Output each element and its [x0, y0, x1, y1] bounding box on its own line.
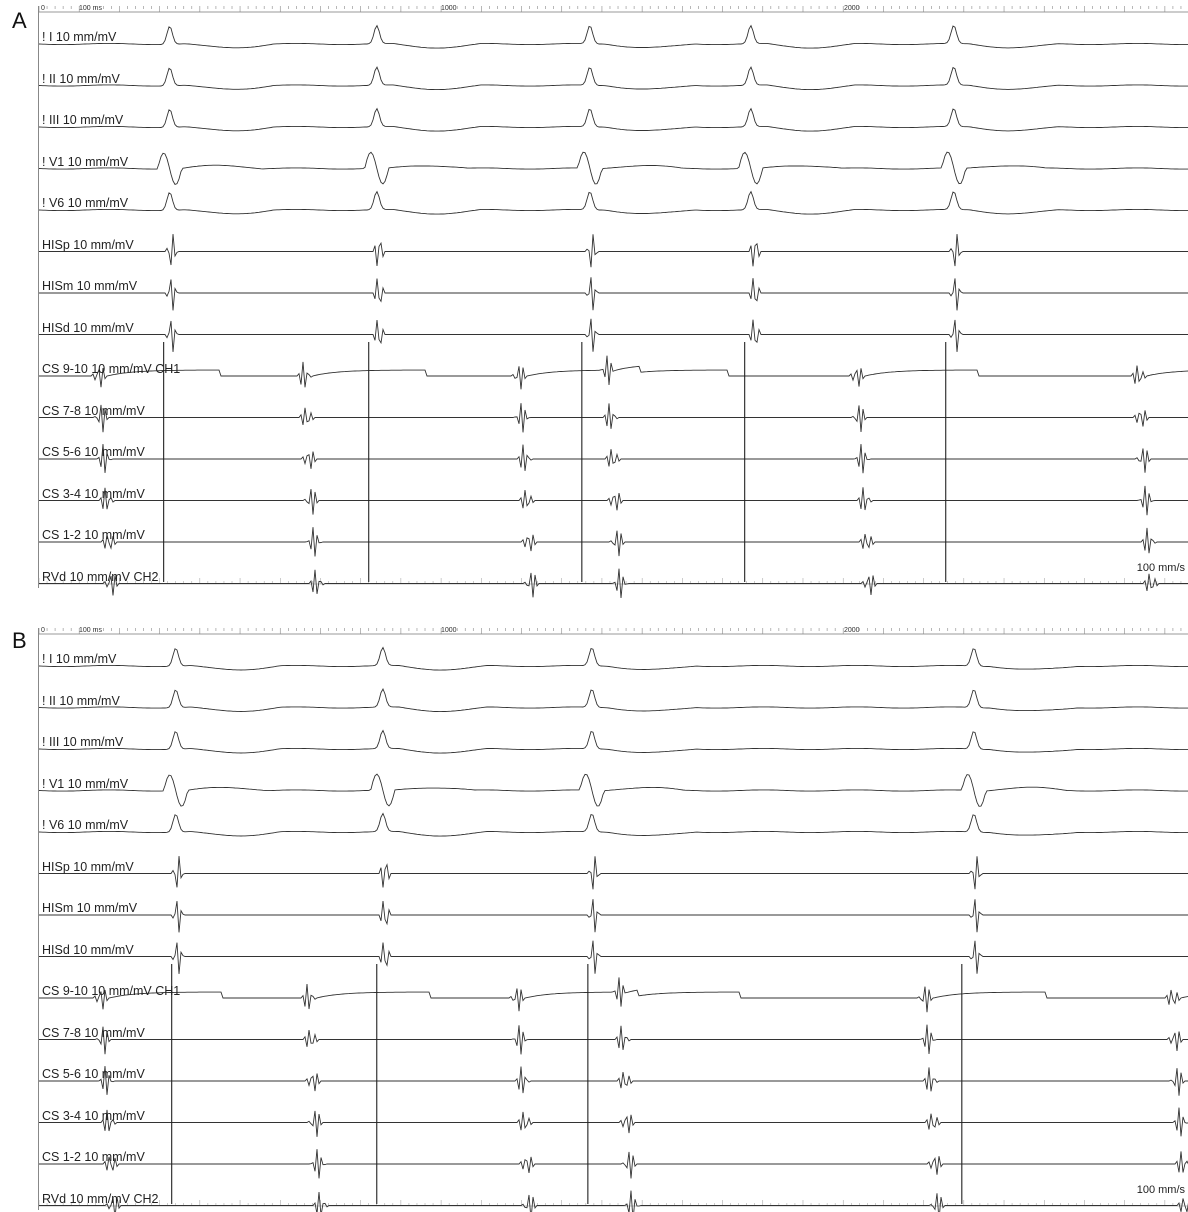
ecg-trace: [38, 66, 1188, 91]
ecg-trace: [39, 277, 1188, 311]
ecg-trace: [39, 568, 1188, 599]
ecg-traces-b: [38, 628, 1188, 1212]
channel-label: ! V1 10 mm/mV: [42, 776, 129, 791]
ecg-trace: [38, 687, 1188, 713]
channel-label: CS 7-8 10 mm/mV: [42, 403, 145, 418]
channel-label: CS 3-4 10 mm/mV: [42, 486, 145, 501]
ecg-panel-a: 0 100 ms 1000 2000 ! I 10 mm/mV ! II 10 mm/mV…: [38, 5, 1188, 599]
ecg-trace: [39, 1149, 1188, 1179]
ecg-trace: [39, 318, 1188, 352]
ecg-trace: [38, 190, 1188, 215]
channel-label: ! II 10 mm/mV: [42, 71, 120, 86]
ecg-trace: [39, 1024, 1188, 1055]
ruler-label: 0: [41, 627, 45, 634]
ecg-trace: [38, 151, 1188, 185]
channel-label: CS 7-8 10 mm/mV: [42, 1025, 145, 1040]
ecg-traces-a: [38, 6, 1188, 599]
channel-label: HISd 10 mm/mV: [42, 320, 134, 335]
channel-label: HISp 10 mm/mV: [42, 237, 134, 252]
ecg-trace: [39, 234, 1188, 268]
ecg-trace: [38, 729, 1188, 754]
ecg-trace: [39, 355, 1188, 390]
channel-label: ! III 10 mm/mV: [42, 735, 124, 749]
ecg-trace: [39, 403, 1188, 433]
ecg-trace: [39, 1066, 1188, 1096]
ecg-trace: [39, 527, 1188, 557]
channel-label: ! V6 10 mm/mV: [42, 818, 129, 832]
channel-label: ! V1 10 mm/mV: [42, 154, 129, 169]
channel-label: RVd 10 mm/mV CH2: [42, 569, 159, 584]
ecg-trace: [38, 24, 1188, 49]
ecg-trace: [38, 812, 1188, 837]
ecg-trace: [38, 107, 1188, 132]
channel-label: CS 3-4 10 mm/mV: [42, 1108, 145, 1123]
panel-label-b: B: [12, 628, 27, 653]
ecg-trace: [39, 899, 1188, 933]
channel-label: HISm 10 mm/mV: [42, 901, 138, 915]
channel-label: CS 5-6 10 mm/mV: [42, 445, 145, 459]
channel-label: ! III 10 mm/mV: [42, 113, 124, 127]
ecg-trace: [39, 1190, 1188, 1212]
ruler-label: 1000: [441, 5, 457, 12]
channel-label: HISp 10 mm/mV: [42, 859, 134, 874]
channel-label: HISd 10 mm/mV: [42, 942, 134, 957]
ecg-trace: [38, 773, 1188, 807]
ecg-trace: [39, 485, 1188, 516]
paper-speed-label: 100 mm/s: [1136, 562, 1185, 574]
channel-label: CS 1-2 10 mm/mV: [42, 528, 145, 542]
ecg-trace: [38, 646, 1188, 671]
ruler-label: 2000: [844, 5, 860, 12]
ruler-label: 0: [41, 5, 45, 12]
channel-label: ! I 10 mm/mV: [42, 652, 117, 666]
ecg-trace: [39, 1107, 1188, 1137]
ecg-trace: [39, 977, 1188, 1013]
channel-label: ! II 10 mm/mV: [42, 693, 120, 708]
channel-label: ! I 10 mm/mV: [42, 30, 117, 44]
ruler-label: 1000: [441, 627, 457, 634]
ecg-panel-b: 0 100 ms 1000 2000 ! I 10 mm/mV ! II 10 mm/mV…: [38, 627, 1188, 1212]
ecg-trace: [39, 444, 1188, 474]
channel-label: CS 5-6 10 mm/mV: [42, 1067, 145, 1081]
channel-label: CS 9-10 10 mm/mV CH1: [42, 362, 181, 376]
ecg-trace: [39, 940, 1188, 974]
paper-speed-label: 100 mm/s: [1136, 1184, 1185, 1196]
channel-label: ! V6 10 mm/mV: [42, 196, 129, 210]
panel-label-a: A: [12, 8, 27, 33]
channel-label: CS 1-2 10 mm/mV: [42, 1150, 145, 1164]
ruler-label: 100 ms: [79, 627, 102, 634]
ruler-label: 2000: [844, 627, 860, 634]
ruler-label: 100 ms: [79, 5, 102, 12]
channel-label: RVd 10 mm/mV CH2: [42, 1191, 159, 1206]
channel-label: HISm 10 mm/mV: [42, 279, 138, 293]
ecg-trace: [39, 856, 1188, 890]
channel-label: CS 9-10 10 mm/mV CH1: [42, 984, 181, 998]
